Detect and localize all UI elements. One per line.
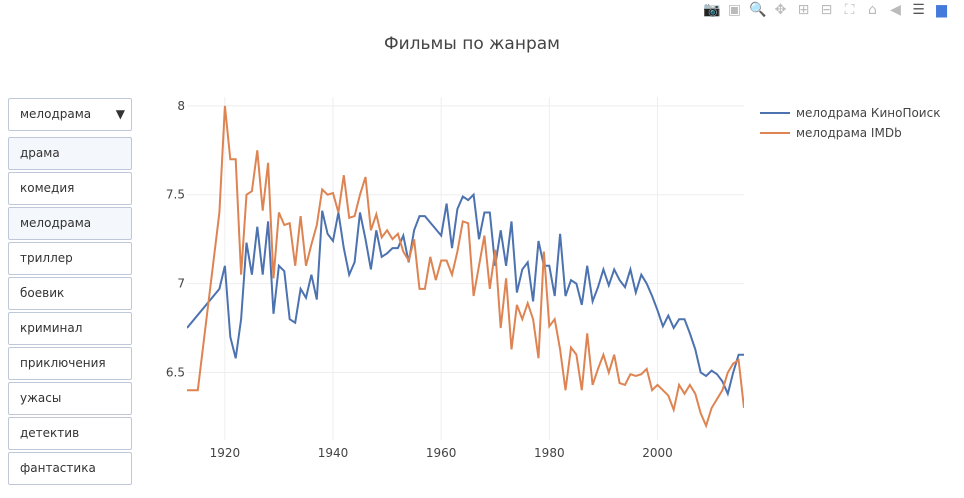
- zoom-out-icon[interactable]: ⊟: [820, 2, 833, 18]
- zoom-in-icon[interactable]: ⊞: [797, 2, 810, 18]
- dropdown-item[interactable]: фантастика: [8, 452, 132, 485]
- x-tick-label: 1920: [210, 446, 241, 460]
- x-tick-label: 1960: [426, 446, 457, 460]
- home-icon[interactable]: ⌂: [868, 2, 877, 18]
- series-line-1: [187, 105, 744, 429]
- dropdown-item[interactable]: драма: [8, 137, 132, 170]
- dropdown-item[interactable]: комедия: [8, 172, 132, 205]
- genre-dropdown[interactable]: мелодрама ▼: [8, 98, 132, 131]
- spike-lines-icon[interactable]: ◀: [890, 2, 901, 18]
- chart-title: Фильмы по жанрам: [383, 34, 561, 54]
- dropdown-item[interactable]: триллер: [8, 242, 132, 275]
- dropdown-item[interactable]: детектив: [8, 417, 132, 450]
- pan-icon[interactable]: ✥: [774, 2, 787, 18]
- x-tick-label: 1940: [318, 446, 349, 460]
- legend-label: мелодрама КиноПоиск: [796, 106, 940, 120]
- legend-label: мелодрама IMDb: [796, 126, 902, 140]
- dropdown-item[interactable]: мелодрама: [8, 207, 132, 240]
- plotly-logo-icon[interactable]: ▆: [936, 2, 947, 18]
- dropdown-item[interactable]: ужасы: [8, 382, 132, 415]
- save-icon[interactable]: ▣: [727, 2, 742, 18]
- y-tick-label: 6.5: [166, 365, 185, 379]
- series-line-0: [187, 192, 744, 397]
- triangle-down-icon: ▼: [115, 107, 125, 121]
- autoscale-icon[interactable]: ⛶: [844, 2, 855, 18]
- y-tick-label: 8: [177, 99, 185, 113]
- zoom-icon[interactable]: 🔍: [749, 2, 767, 18]
- x-tick-label: 1980: [534, 446, 565, 460]
- dropdown-selected: мелодрама: [20, 107, 92, 121]
- dropdown-item[interactable]: криминал: [8, 312, 132, 345]
- modebar: 📷 ▣ 🔍 ✥ ⊞ ⊟ ⛶ ⌂ ◀ ☰ ▆: [703, 2, 950, 19]
- y-tick-label: 7: [177, 277, 185, 291]
- compare-hover-icon[interactable]: ☰: [912, 2, 925, 18]
- y-tick-label: 7.5: [166, 188, 185, 202]
- dropdown-item[interactable]: приключения: [8, 347, 132, 380]
- x-tick-label: 2000: [642, 446, 673, 460]
- dropdown-item[interactable]: боевик: [8, 277, 132, 310]
- camera-icon[interactable]: 📷: [703, 2, 721, 18]
